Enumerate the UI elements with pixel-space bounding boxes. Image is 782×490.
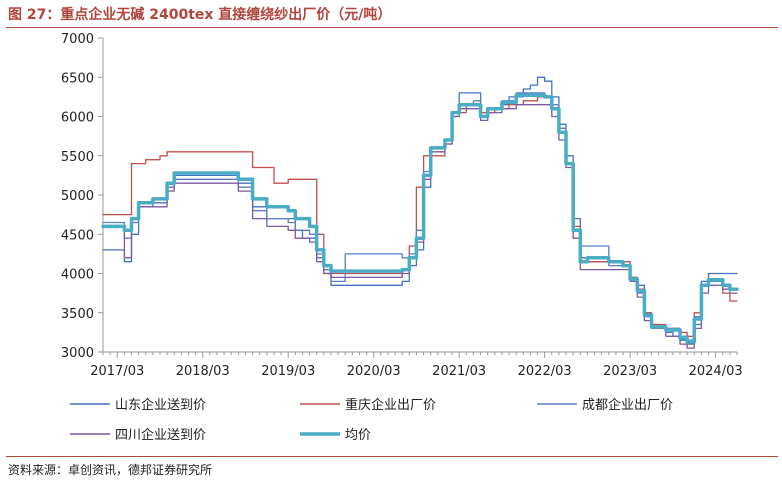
chart-title: 图 27：重点企业无碱 2400tex 直接缠绕纱出厂价（元/吨） xyxy=(8,7,392,23)
series-line-0 xyxy=(102,76,738,345)
footer-divider xyxy=(6,456,778,457)
series-line-1 xyxy=(102,96,738,337)
x-tick-label: 2018/03 xyxy=(176,364,230,379)
legend-label-3: 四川企业送到价 xyxy=(115,427,206,443)
y-tick-label: 3000 xyxy=(61,346,94,361)
x-tick-label: 2023/03 xyxy=(603,364,657,379)
legend-label-2: 成都企业出厂价 xyxy=(582,397,673,413)
x-tick-label: 2022/03 xyxy=(518,364,572,379)
legend-label-1: 重庆企业出厂价 xyxy=(345,397,436,413)
y-tick-label: 6500 xyxy=(61,71,94,86)
y-tick-label: 5000 xyxy=(61,189,94,204)
x-tick-label: 2019/03 xyxy=(261,364,315,379)
y-tick-label: 7000 xyxy=(61,32,94,47)
series-line-4 xyxy=(101,93,739,344)
x-tick-label: 2020/03 xyxy=(347,364,401,379)
y-tick-label: 3500 xyxy=(61,307,94,322)
y-tick-label: 6000 xyxy=(61,111,94,126)
x-axis: 2017/03 2018/03 2019/03 2020/03 2021/03 2022/… xyxy=(90,351,743,379)
x-tick-label: 2017/03 xyxy=(90,364,144,379)
x-tick-label: 2024/03 xyxy=(689,364,743,379)
title-divider xyxy=(6,27,778,28)
legend-label-0: 山东企业送到价 xyxy=(115,397,206,413)
y-axis: 3000 3500 4000 4500 5000 5500 6000 6500 7000 xyxy=(61,32,104,361)
x-tick-label: 2021/03 xyxy=(432,364,486,379)
series-layer xyxy=(101,76,739,349)
y-tick-label: 4000 xyxy=(61,268,94,283)
legend-label-4: 均价 xyxy=(345,428,371,443)
y-tick-label: 4500 xyxy=(61,228,94,243)
series-line-2 xyxy=(102,92,738,341)
series-line-3 xyxy=(102,104,738,349)
source-note: 资料来源：卓创资讯，德邦证券研究所 xyxy=(8,463,213,477)
y-tick-label: 5500 xyxy=(61,150,94,165)
